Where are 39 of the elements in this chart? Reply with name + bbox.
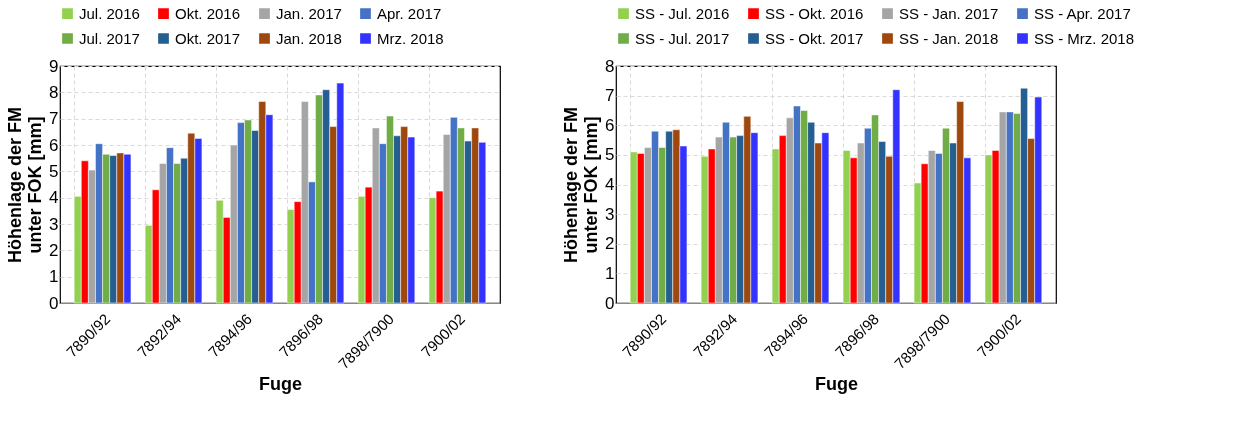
y-tick-label: 2: [49, 240, 59, 260]
y-axis-title: Höhenlage der FM unter FOK [mm]: [561, 106, 602, 264]
legend-label: Okt. 2017: [175, 29, 241, 47]
legend-label: SS - Jan. 2017: [899, 4, 999, 22]
legend-label: SS - Okt. 2016: [765, 4, 864, 22]
y-tick-label: 0: [49, 293, 59, 313]
y-tick-label: 5: [605, 145, 615, 165]
legend-label: SS - Mrz. 2018: [1034, 29, 1135, 47]
y-tick-label: 0: [605, 293, 615, 313]
x-axis-title: Fuge: [259, 374, 302, 395]
legend-label: Apr. 2017: [377, 4, 442, 22]
y-tick-label: 5: [49, 161, 59, 181]
legend-label: SS - Jul. 2017: [635, 29, 730, 47]
y-tick-label: 4: [49, 188, 59, 208]
y-axis-title: Höhenlage der FM unter FOK [mm]: [5, 106, 46, 264]
legend-label: Okt. 2016: [175, 4, 241, 22]
y-tick-label: 3: [605, 204, 615, 224]
legend-label: SS - Okt. 2017: [765, 29, 864, 47]
y-tick-label: 6: [605, 115, 615, 135]
legend-label: SS - Jul. 2016: [635, 4, 730, 22]
y-tick-label: 7: [49, 109, 59, 129]
legend-label: SS - Apr. 2017: [1034, 4, 1131, 22]
y-tick-label: 1: [605, 263, 615, 283]
y-tick-label: 8: [605, 56, 615, 76]
y-tick-label: 6: [49, 135, 59, 155]
y-tick-label: 9: [49, 56, 59, 76]
y-tick-label: 3: [49, 214, 59, 234]
y-tick-label: 8: [49, 82, 59, 102]
legend-label: Jan. 2017: [276, 4, 342, 22]
legend-label: Mrz. 2018: [377, 29, 444, 47]
x-axis-title: Fuge: [815, 374, 858, 395]
legend-label: Jul. 2016: [79, 4, 140, 22]
legend-label: SS - Jan. 2018: [899, 29, 999, 47]
y-tick-label: 2: [605, 234, 615, 254]
y-tick-label: 1: [49, 267, 59, 287]
legend-label: Jul. 2017: [79, 29, 140, 47]
y-tick-label: 4: [605, 175, 615, 194]
y-tick-label: 7: [605, 86, 615, 106]
legend-label: Jan. 2018: [276, 29, 342, 47]
